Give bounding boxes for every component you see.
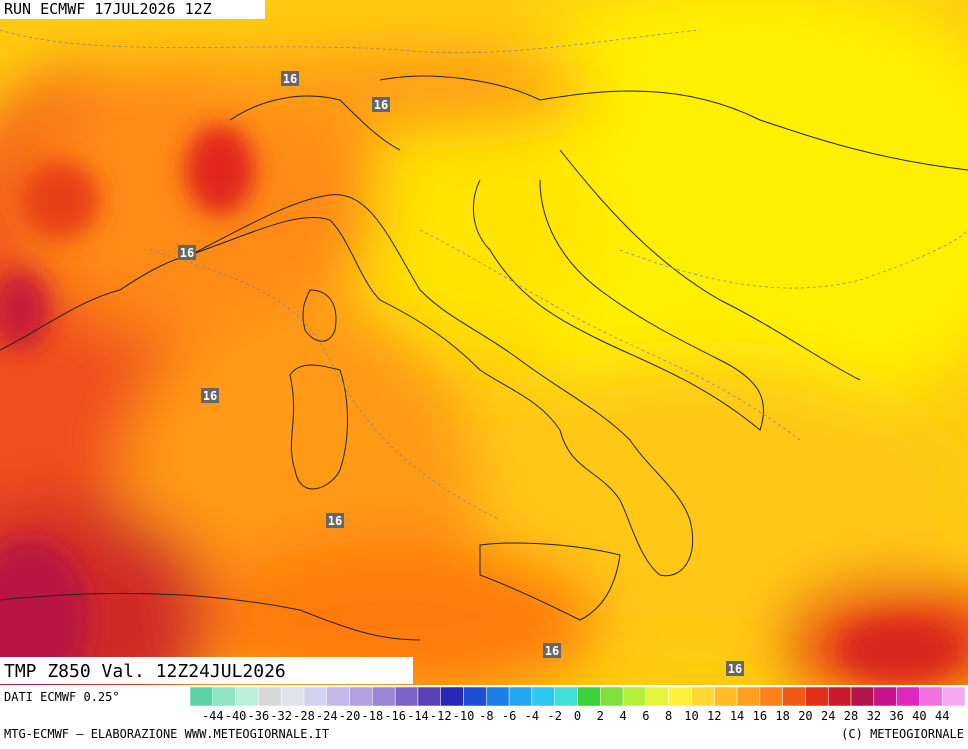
coastlines bbox=[0, 75, 968, 641]
legend-tick: 0 bbox=[574, 709, 581, 723]
run-title: RUN ECMWF 17JUL2026 12Z bbox=[4, 0, 212, 18]
legend-swatch bbox=[372, 686, 396, 707]
legend-swatch bbox=[668, 686, 692, 707]
legend-swatch bbox=[303, 686, 328, 707]
map-labels: 16 16 16 16 16 16 16 bbox=[178, 71, 744, 676]
legend-tick: -44 bbox=[202, 709, 224, 723]
legend-tick: -18 bbox=[362, 709, 384, 723]
legend-swatch bbox=[554, 686, 578, 707]
map-label: 16 bbox=[728, 662, 742, 676]
legend-swatch bbox=[714, 686, 738, 707]
legend-tick: -2 bbox=[547, 709, 561, 723]
legend-swatch bbox=[394, 686, 419, 707]
legend-swatch bbox=[486, 686, 510, 707]
legend-swatch bbox=[896, 686, 920, 707]
legend-tick: -6 bbox=[502, 709, 516, 723]
field-title: TMP Z850 Val. 12Z24JUL2026 bbox=[4, 661, 286, 682]
legend-swatch bbox=[577, 686, 601, 707]
legend-tick: -8 bbox=[479, 709, 493, 723]
legend-swatch bbox=[417, 686, 441, 707]
legend-swatch bbox=[280, 686, 305, 707]
legend-swatch bbox=[941, 686, 966, 707]
legend-tick: 6 bbox=[642, 709, 649, 723]
label-box bbox=[178, 245, 196, 260]
map-label: 16 bbox=[283, 72, 297, 86]
legend-tick: -32 bbox=[270, 709, 292, 723]
legend-tick: 20 bbox=[798, 709, 812, 723]
map-label: 16 bbox=[545, 644, 559, 658]
legend-tick: 40 bbox=[912, 709, 926, 723]
legend-tick: -28 bbox=[293, 709, 315, 723]
legend-swatch bbox=[235, 686, 259, 707]
run-box bbox=[0, 0, 265, 19]
legend-tick: -10 bbox=[453, 709, 475, 723]
legend-swatch bbox=[759, 686, 783, 707]
legend-tick: 32 bbox=[867, 709, 881, 723]
map-label: 16 bbox=[180, 246, 194, 260]
legend-tick: -36 bbox=[248, 709, 270, 723]
field-box bbox=[0, 657, 413, 684]
isotherms bbox=[0, 29, 968, 521]
legend-swatch bbox=[349, 686, 373, 707]
legend: -44 -40 -36 -32 -28 -24 -20 -18 -16 -14 -12 -10 -8 -6… bbox=[189, 686, 966, 723]
legend-swatch bbox=[463, 686, 487, 707]
label-box bbox=[372, 97, 390, 112]
legend-swatch bbox=[873, 686, 897, 707]
legend-swatch bbox=[805, 686, 829, 707]
legend-tick: -40 bbox=[225, 709, 247, 723]
label-box bbox=[326, 513, 344, 528]
legend-swatch bbox=[600, 686, 624, 707]
legend-tick: 14 bbox=[730, 709, 744, 723]
label-box bbox=[281, 71, 299, 86]
legend-tick: 44 bbox=[935, 709, 949, 723]
legend-swatch bbox=[782, 686, 806, 707]
label-box bbox=[201, 388, 219, 403]
map-label: 16 bbox=[203, 389, 217, 403]
legend-tick: 12 bbox=[707, 709, 721, 723]
legend-swatch bbox=[736, 686, 761, 707]
legend-tick: 4 bbox=[619, 709, 626, 723]
legend-tick: -4 bbox=[525, 709, 539, 723]
legend-swatch bbox=[189, 686, 214, 707]
source-label: DATI ECMWF 0.25° bbox=[4, 690, 120, 704]
legend-swatch bbox=[919, 686, 943, 707]
legend-tick: 24 bbox=[821, 709, 835, 723]
legend-tick: 18 bbox=[775, 709, 789, 723]
map-label: 16 bbox=[328, 514, 342, 528]
legend-swatch bbox=[440, 686, 464, 707]
legend-swatch bbox=[326, 686, 350, 707]
legend-swatch bbox=[645, 686, 669, 707]
legend-swatch bbox=[622, 686, 647, 707]
legend-tick: -14 bbox=[407, 709, 429, 723]
legend-tick: 2 bbox=[597, 709, 604, 723]
legend-tick: 28 bbox=[844, 709, 858, 723]
legend-swatch bbox=[691, 686, 715, 707]
label-box bbox=[726, 661, 744, 676]
legend-swatch bbox=[508, 686, 533, 707]
legend-tick: -12 bbox=[430, 709, 452, 723]
legend-tick: 16 bbox=[753, 709, 767, 723]
legend-swatch bbox=[212, 686, 236, 707]
legend-swatch bbox=[850, 686, 875, 707]
legend-tick: -24 bbox=[316, 709, 338, 723]
legend-tick: 8 bbox=[665, 709, 672, 723]
legend-swatch bbox=[531, 686, 555, 707]
footer-left: MTG-ECMWF – ELABORAZIONE WWW.METEOGIORNA… bbox=[4, 727, 329, 741]
legend-swatch bbox=[827, 686, 852, 707]
footer-right: (C) METEOGIORNALE bbox=[841, 727, 964, 741]
legend-tick: -16 bbox=[384, 709, 406, 723]
legend-tick: 36 bbox=[889, 709, 903, 723]
legend-swatch bbox=[258, 686, 282, 707]
legend-tick: -20 bbox=[339, 709, 361, 723]
map-label: 16 bbox=[374, 98, 388, 112]
label-box bbox=[543, 643, 561, 658]
legend-tick: 10 bbox=[684, 709, 698, 723]
